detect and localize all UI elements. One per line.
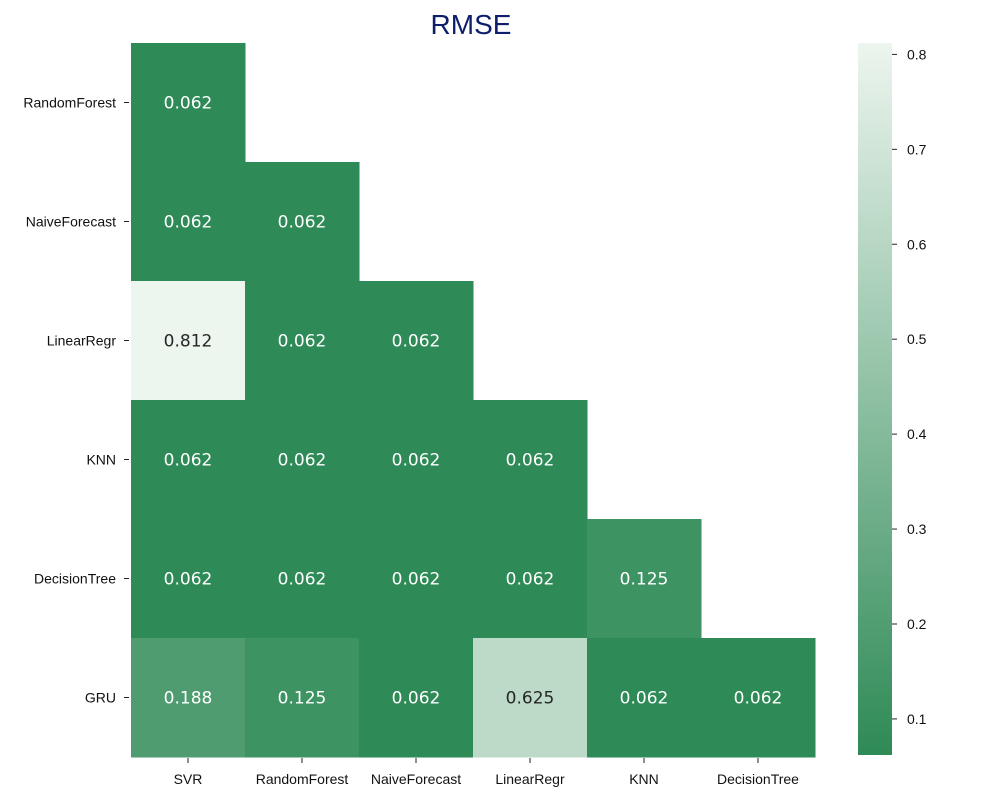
- cell-value-label: 0.062: [278, 332, 327, 352]
- heatmap-cell: [359, 638, 474, 758]
- x-tick-label: KNN: [629, 771, 659, 787]
- cell-value-label: 0.062: [506, 570, 555, 590]
- heatmap-cells: 0.062 0.062 0.062 0.812 0.062 0.062 0.062 0.062…: [131, 43, 816, 758]
- cell-value-label: 0.125: [278, 689, 327, 709]
- y-tick-label: RandomForest: [23, 95, 116, 111]
- heatmap-cell: [131, 281, 246, 401]
- heatmap-cell: [245, 638, 360, 758]
- heatmap-cell: [131, 400, 246, 520]
- cell-value-label: 0.062: [392, 570, 441, 590]
- heatmap-cell: [587, 519, 702, 639]
- heatmap-cell: [359, 400, 474, 520]
- cell-value-label: 0.062: [734, 689, 783, 709]
- heatmap-cell: [473, 638, 588, 758]
- colorbar-tick-label: 0.8: [907, 46, 927, 62]
- cell-value-label: 0.062: [278, 213, 327, 233]
- heatmap-cell: [245, 162, 360, 282]
- heatmap-cell: [131, 162, 246, 282]
- heatmap-cell: [245, 519, 360, 639]
- colorbar-tick-label: 0.2: [907, 616, 927, 632]
- heatmap-cell: [245, 400, 360, 520]
- cell-value-label: 0.062: [392, 451, 441, 471]
- colorbar-tick-label: 0.3: [907, 521, 927, 537]
- heatmap-cell: [131, 519, 246, 639]
- y-tick-label: LinearRegr: [47, 333, 117, 349]
- chart-title: RMSE: [431, 9, 512, 40]
- heatmap-cell: [587, 638, 702, 758]
- colorbar-tick-label: 0.7: [907, 141, 927, 157]
- colorbar-tick-label: 0.4: [907, 426, 927, 442]
- y-tick-label: NaiveForecast: [26, 214, 116, 230]
- cell-value-label: 0.062: [620, 689, 669, 709]
- heatmap-cell: [131, 638, 246, 758]
- cell-value-label: 0.062: [164, 94, 213, 114]
- colorbar-tick-label: 0.1: [907, 711, 927, 727]
- cell-value-label: 0.062: [164, 570, 213, 590]
- x-tick-label: DecisionTree: [717, 771, 799, 787]
- heatmap-cell: [245, 281, 360, 401]
- y-tick-label: GRU: [85, 690, 116, 706]
- cell-value-label: 0.812: [164, 332, 213, 352]
- cell-value-label: 0.062: [506, 451, 555, 471]
- heatmap-cell: [473, 400, 588, 520]
- x-tick-label: NaiveForecast: [371, 771, 461, 787]
- cell-value-label: 0.062: [392, 689, 441, 709]
- colorbar-tick-label: 0.5: [907, 331, 927, 347]
- heatmap-cell: [473, 519, 588, 639]
- cell-value-label: 0.062: [164, 451, 213, 471]
- cell-value-label: 0.062: [164, 213, 213, 233]
- cell-value-label: 0.062: [278, 570, 327, 590]
- heatmap-cell: [359, 281, 474, 401]
- colorbar-tick-label: 0.6: [907, 236, 927, 252]
- heatmap-cell: [359, 519, 474, 639]
- cell-value-label: 0.125: [620, 570, 669, 590]
- cell-value-label: 0.188: [164, 689, 213, 709]
- colorbar: 0.1 0.2 0.3 0.4 0.5 0.6 0.7 0.8: [858, 43, 927, 755]
- x-axis: SVR RandomForest NaiveForecast LinearRegr KN…: [174, 758, 799, 787]
- heatmap-cell: [701, 638, 816, 758]
- y-tick-label: KNN: [86, 452, 116, 468]
- x-tick-label: RandomForest: [256, 771, 349, 787]
- y-axis: RandomForest NaiveForecast LinearRegr KNN De…: [23, 95, 129, 706]
- x-tick-label: SVR: [174, 771, 203, 787]
- heatmap-cell: [131, 43, 246, 163]
- cell-value-label: 0.062: [278, 451, 327, 471]
- colorbar-gradient: [858, 43, 892, 755]
- cell-value-label: 0.625: [506, 689, 555, 709]
- x-tick-label: LinearRegr: [495, 771, 565, 787]
- y-tick-label: DecisionTree: [34, 571, 116, 587]
- cell-value-label: 0.062: [392, 332, 441, 352]
